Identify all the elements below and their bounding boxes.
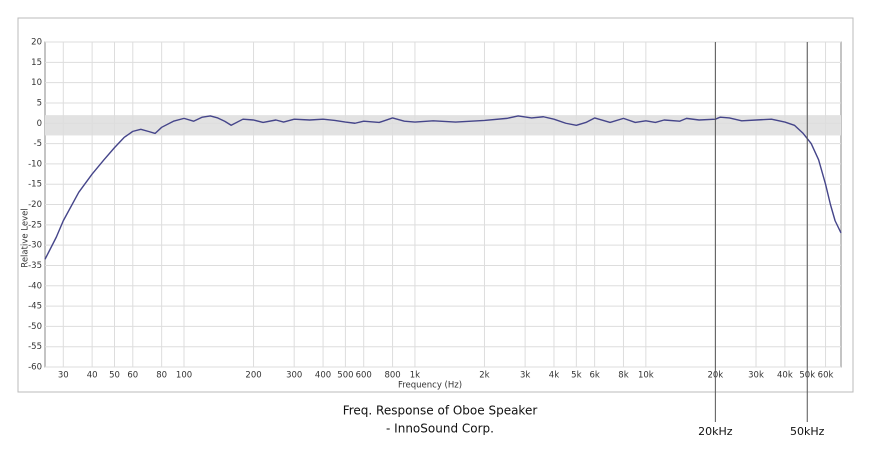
x-tick-label: 100 [176,371,192,381]
y-tick-label: 0 [37,119,42,129]
x-tick-label: 30 [58,371,69,381]
y-tick-label: 5 [37,98,42,108]
x-axis-label: Frequency (Hz) [398,381,462,391]
x-tick-label: 10k [638,371,654,381]
y-tick-label: -20 [28,200,42,210]
y-tick-label: -5 [34,139,42,149]
y-tick-label: -55 [28,342,42,352]
x-tick-label: 8k [618,371,628,381]
x-tick-label: 30k [748,371,764,381]
x-tick-label: 60k [818,371,834,381]
y-tick-label: -35 [28,261,42,271]
y-tick-label: 15 [31,58,42,68]
y-axis-label: Relative Level [21,208,31,267]
marker-label: 50kHz [790,425,825,438]
y-tick-label: -40 [28,281,42,291]
x-tick-label: 6k [589,371,599,381]
chart-title: Freq. Response of Oboe Speaker [343,404,538,418]
y-tick-label: -45 [28,302,42,312]
chart-subtitle: - InnoSound Corp. [386,422,494,436]
x-tick-label: 40 [87,371,98,381]
x-tick-label: 5k [571,371,581,381]
x-tick-label: 80 [156,371,167,381]
y-tick-label: 20 [31,38,42,48]
y-tick-label: -30 [28,241,42,251]
x-tick-label: 4k [549,371,559,381]
y-tick-label: -10 [28,159,42,169]
x-tick-label: 500 [337,371,353,381]
x-tick-label: 40k [777,371,793,381]
x-tick-label: 50 [109,371,120,381]
x-tick-label: 600 [356,371,372,381]
reference-band [45,115,841,136]
x-tick-label: 400 [315,371,331,381]
x-tick-label: 2k [479,371,489,381]
y-tick-label: -50 [28,322,42,332]
x-tick-label: 60 [127,371,138,381]
y-tick-label: -25 [28,220,42,230]
y-tick-label: 10 [31,78,42,88]
x-tick-label: 300 [286,371,302,381]
x-tick-label: 800 [384,371,400,381]
response-line [44,115,842,260]
x-tick-label: 3k [520,371,530,381]
y-tick-label: -15 [28,180,42,190]
x-tick-label: 200 [245,371,261,381]
x-tick-label: 1k [410,371,420,381]
y-tick-label: -60 [28,363,42,373]
marker-label: 20kHz [698,425,733,438]
